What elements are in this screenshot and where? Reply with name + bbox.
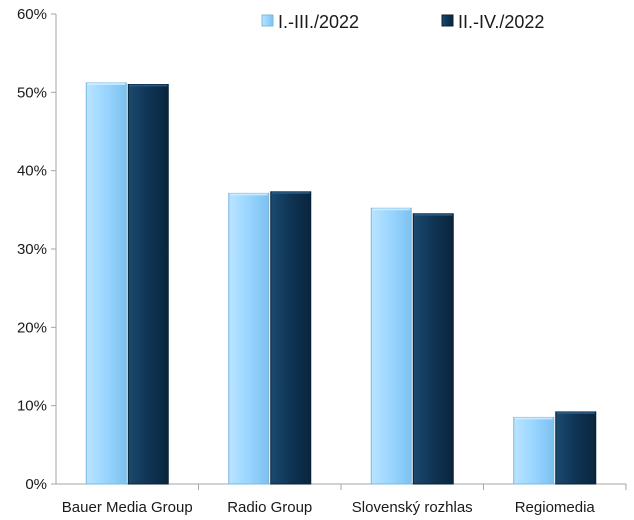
legend-swatch: [261, 14, 274, 27]
legend-swatch: [441, 14, 454, 27]
bar-series-2: [412, 213, 454, 485]
bar-top-highlight: [87, 82, 126, 85]
y-tick-label: 10%: [17, 398, 47, 415]
bar-top-highlight: [271, 191, 310, 194]
axis-labels: 0% 10% 20% 30% 40% 50% 60% Bauer Media Group Rad…: [17, 6, 595, 516]
bar-series-2: [127, 84, 169, 485]
bar-series-2: [270, 191, 312, 485]
bar-top-highlight: [372, 208, 411, 211]
legend-label: I.-III./2022: [278, 12, 359, 32]
legend: I.-III./2022 II.-IV./2022: [261, 12, 544, 32]
y-tick-label: 20%: [17, 319, 47, 336]
bar-top-highlight: [556, 411, 595, 414]
y-tick-label: 0%: [25, 476, 47, 493]
bar-series-2: [555, 411, 597, 485]
y-tick-label: 50%: [17, 84, 47, 101]
bar-top-highlight: [229, 193, 268, 196]
x-tick-label: Radio Group: [227, 499, 312, 516]
bar-top-highlight: [129, 84, 168, 87]
y-tick-label: 40%: [17, 163, 47, 180]
y-tick-label: 30%: [17, 241, 47, 258]
bar-series-1: [228, 192, 270, 485]
bars: [85, 82, 597, 485]
bar-top-highlight: [514, 417, 553, 420]
x-tick-label: Slovenský rozhlas: [352, 499, 473, 516]
x-tick-label: Bauer Media Group: [62, 499, 193, 516]
bar-series-1: [513, 416, 555, 485]
bar-series-1: [370, 207, 412, 485]
legend-label: II.-IV./2022: [458, 12, 544, 32]
y-tick-label: 60%: [17, 6, 47, 23]
bar-series-1: [85, 82, 127, 485]
bar-top-highlight: [414, 213, 453, 216]
x-tick-label: Regiomedia: [515, 499, 596, 516]
